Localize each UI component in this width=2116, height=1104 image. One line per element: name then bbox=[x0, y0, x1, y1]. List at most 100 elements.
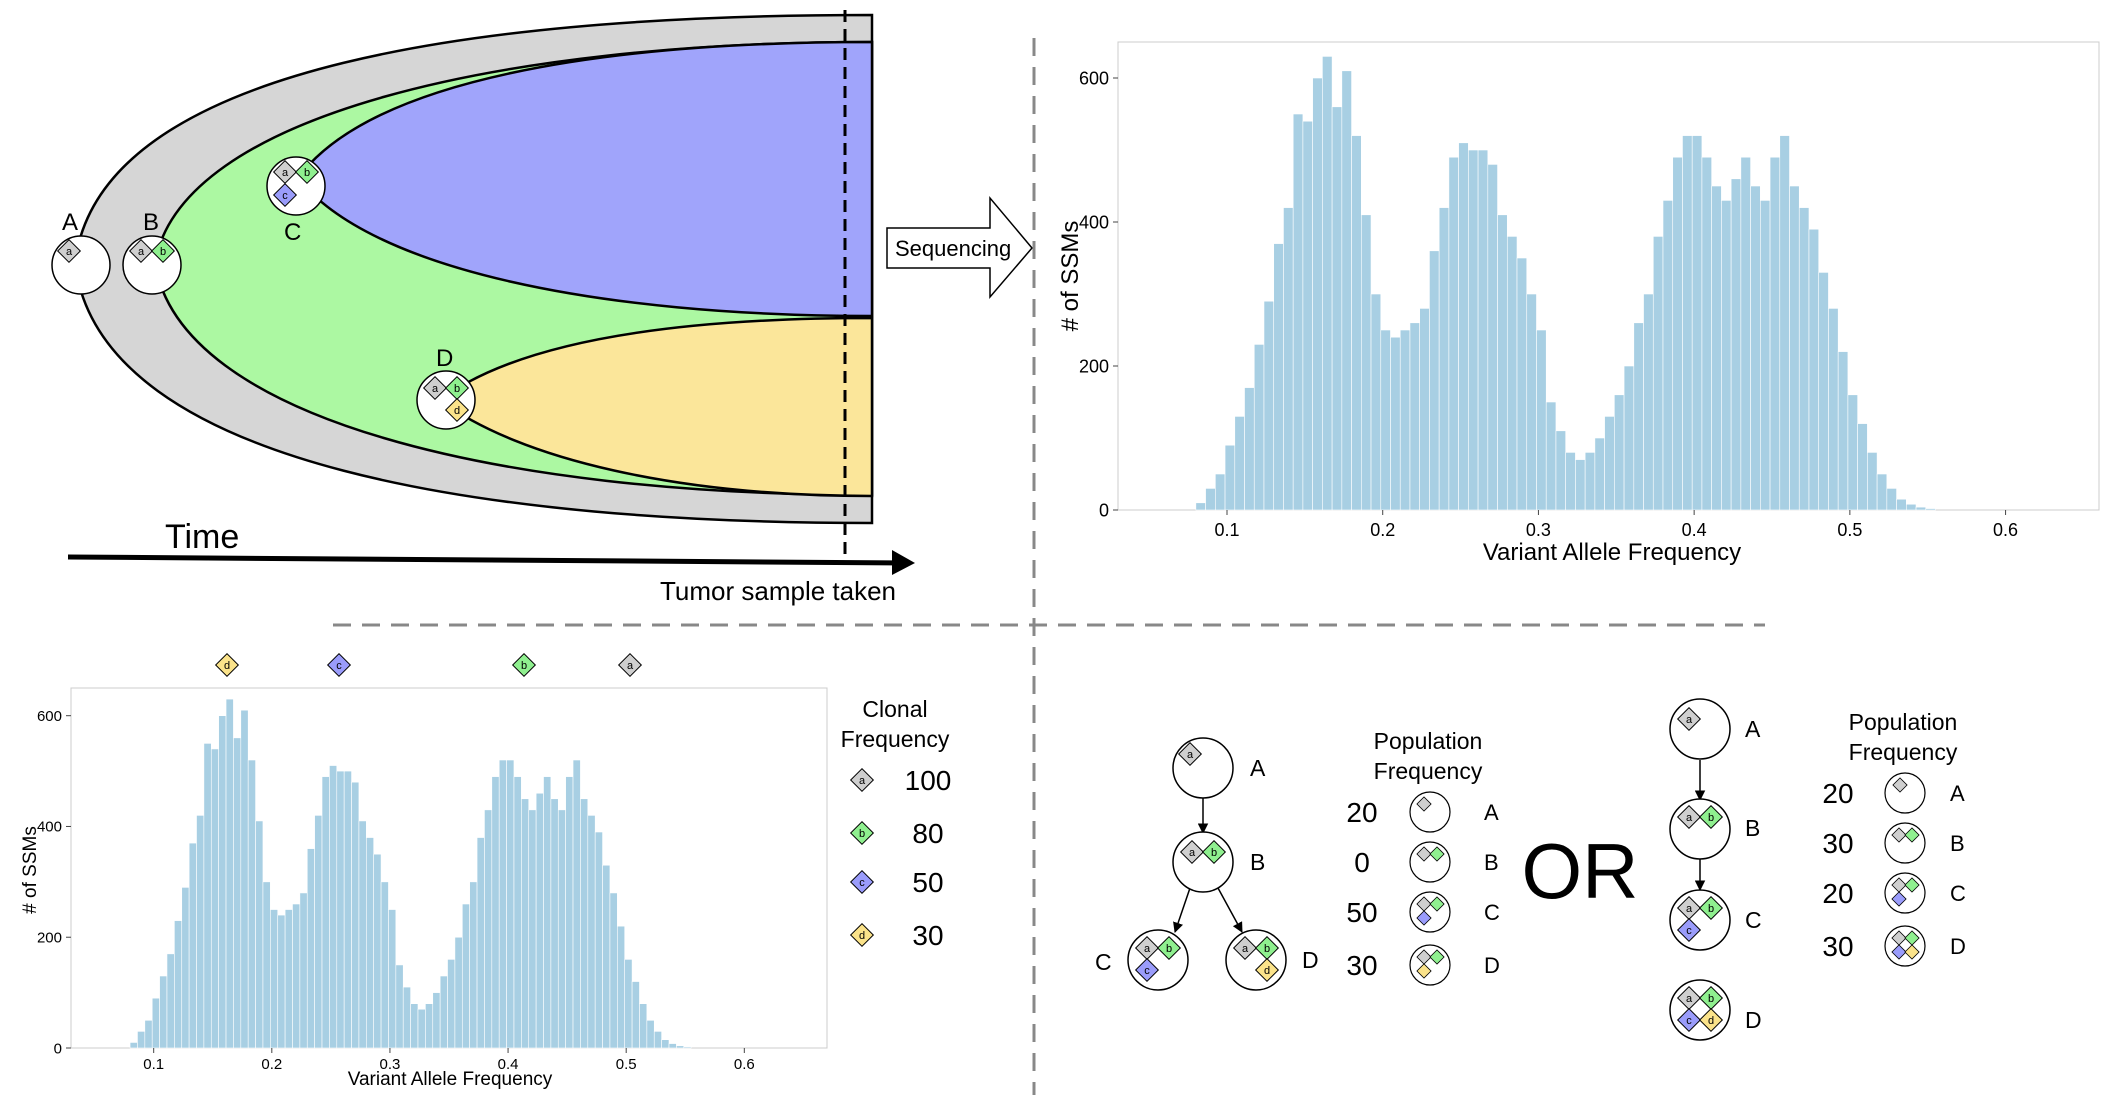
bottom-histogram-bar bbox=[461, 903, 470, 1049]
bottom-histogram-bar bbox=[668, 1043, 677, 1049]
top-histogram-bar bbox=[1244, 387, 1255, 511]
bottom-histogram-bar bbox=[646, 1020, 655, 1049]
top-histogram-bar bbox=[1750, 185, 1761, 511]
bottom-histogram-bar bbox=[306, 848, 315, 1049]
svg-text:50: 50 bbox=[1346, 897, 1377, 928]
bottom-histogram-bar bbox=[247, 759, 256, 1049]
svg-text:b: b bbox=[1708, 812, 1714, 824]
clonal-value-b: 80 bbox=[912, 818, 943, 849]
fish-node-c: a b c bbox=[266, 156, 326, 216]
bottom-histogram-bar bbox=[188, 842, 197, 1049]
top-histogram-bar bbox=[1584, 452, 1596, 511]
svg-text:0: 0 bbox=[1354, 847, 1370, 878]
tree1-node-c: a b c bbox=[1127, 929, 1189, 991]
tree2-pop-row-b: 30 B bbox=[1822, 822, 1965, 864]
top-histogram-bar bbox=[1906, 503, 1917, 511]
top-histogram-xtick-label: 0.4 bbox=[1682, 520, 1707, 540]
svg-text:C: C bbox=[1950, 881, 1966, 906]
tree1-pop-row-a: 20 A bbox=[1346, 791, 1499, 833]
bottom-histogram-bar bbox=[594, 831, 603, 1049]
bottom-histogram-bar bbox=[321, 776, 330, 1049]
tree-2: a a b a b c bbox=[1669, 698, 1966, 1041]
bottom-histogram-bar bbox=[196, 815, 205, 1049]
bottom-histogram-bar bbox=[572, 759, 581, 1049]
top-histogram-bar bbox=[1380, 329, 1391, 511]
vaf-marker-c: c bbox=[326, 652, 352, 678]
top-histogram-bar bbox=[1331, 106, 1343, 511]
top-histogram-bar bbox=[1390, 336, 1401, 511]
svg-text:20: 20 bbox=[1822, 778, 1853, 809]
bottom-histogram-bar bbox=[528, 809, 537, 1049]
top-histogram-bar bbox=[1477, 149, 1489, 511]
fish-node-d: a b d bbox=[416, 370, 476, 430]
clonal-title-line1: Clonal bbox=[862, 696, 927, 722]
bottom-histogram-bar bbox=[498, 759, 507, 1049]
svg-text:c: c bbox=[1686, 1015, 1692, 1027]
svg-text:D: D bbox=[1484, 953, 1500, 978]
bottom-histogram-bar bbox=[388, 909, 397, 1049]
top-histogram-bar bbox=[1594, 437, 1605, 511]
svg-text:b: b bbox=[859, 828, 865, 840]
top-histogram-bar bbox=[1506, 236, 1518, 511]
tree1-node-b: a b bbox=[1172, 831, 1234, 893]
svg-text:a: a bbox=[1187, 749, 1194, 761]
svg-text:B: B bbox=[1950, 831, 1965, 856]
tree1-label-d: D bbox=[1302, 947, 1319, 973]
bottom-histogram-bar bbox=[129, 1042, 138, 1049]
top-histogram-bar bbox=[1876, 473, 1888, 511]
tree2-pop-title-line1: Population bbox=[1849, 709, 1958, 735]
svg-text:A: A bbox=[1950, 781, 1965, 806]
top-histogram-bar bbox=[1409, 322, 1420, 511]
bottom-histogram-xlabel: Variant Allele Frequency bbox=[348, 1069, 553, 1090]
top-histogram-bar bbox=[1818, 272, 1829, 511]
top-histogram-bar bbox=[1730, 178, 1742, 511]
clonal-value-a: 100 bbox=[905, 765, 952, 796]
svg-text:a: a bbox=[432, 383, 439, 395]
bottom-histogram-bar bbox=[454, 936, 463, 1049]
tree1-node-d: a b d bbox=[1225, 929, 1287, 991]
top-histogram-bar bbox=[1361, 214, 1372, 511]
top-histogram-bar bbox=[1429, 250, 1440, 511]
top-histogram-bar bbox=[1828, 308, 1839, 511]
bottom-histogram-bar bbox=[469, 881, 478, 1049]
top-histogram-bar bbox=[1857, 423, 1868, 511]
bottom-histogram-bar bbox=[543, 776, 552, 1049]
diamond-d-icon: d bbox=[849, 922, 875, 948]
svg-text:b: b bbox=[521, 660, 527, 672]
fish-label-b: B bbox=[143, 209, 159, 236]
svg-text:a: a bbox=[282, 167, 289, 179]
bottom-histogram-bar bbox=[203, 743, 212, 1049]
bottom-histogram-xtick-label: 0.6 bbox=[734, 1056, 755, 1073]
svg-text:20: 20 bbox=[1346, 797, 1377, 828]
bottom-histogram-bar bbox=[417, 1008, 426, 1049]
top-histogram-xtick-label: 0.2 bbox=[1370, 520, 1395, 540]
svg-text:d: d bbox=[224, 660, 230, 672]
top-histogram-bar bbox=[1643, 293, 1654, 511]
svg-text:a: a bbox=[1242, 943, 1249, 955]
bottom-histogram-ytick-label: 0 bbox=[54, 1040, 62, 1057]
top-histogram-bar bbox=[1711, 185, 1722, 511]
bottom-histogram-bar bbox=[439, 975, 448, 1049]
bottom-histogram-bar bbox=[557, 809, 566, 1049]
bottom-histogram-xtick-label: 0.4 bbox=[498, 1056, 519, 1073]
bottom-histogram-bar bbox=[676, 1045, 685, 1049]
diamond-c-icon: c bbox=[849, 869, 875, 895]
svg-text:D: D bbox=[1950, 934, 1966, 959]
diamond-a-icon: a bbox=[272, 159, 298, 185]
vaf-marker-d: d bbox=[214, 652, 240, 678]
svg-text:c: c bbox=[282, 190, 288, 202]
svg-text:b: b bbox=[304, 167, 310, 179]
top-histogram-bar bbox=[1234, 416, 1245, 511]
bottom-histogram-bar bbox=[144, 1020, 153, 1049]
top-histogram-bar bbox=[1312, 77, 1323, 511]
fish-label-a: A bbox=[62, 209, 78, 236]
clonal-frequency-legend: Clonal Frequency a 100 b 80 c 50 d 30 bbox=[841, 696, 952, 951]
fish-node-b: a b bbox=[122, 235, 182, 295]
top-histogram-bar bbox=[1273, 243, 1284, 511]
bottom-histogram-bar bbox=[351, 781, 360, 1049]
svg-text:30: 30 bbox=[1822, 828, 1853, 859]
bottom-histogram-bar bbox=[580, 798, 589, 1049]
top-histogram-bar bbox=[1691, 135, 1703, 511]
svg-text:a: a bbox=[1686, 993, 1693, 1005]
bottom-histogram-bar bbox=[151, 997, 160, 1049]
